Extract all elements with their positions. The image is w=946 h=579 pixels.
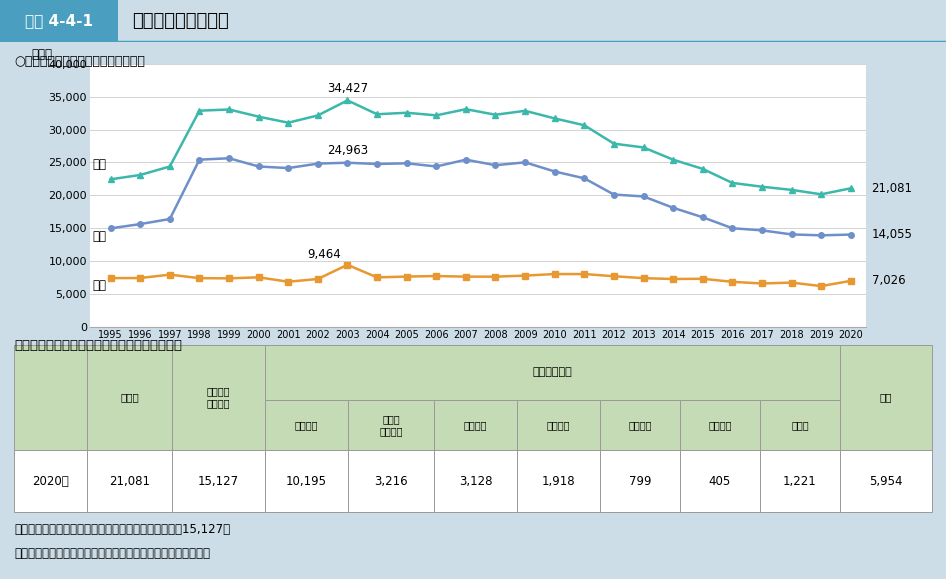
Text: 資料：警察庁「自殺統計」より厄生労働省自殺対策推進室作成: 資料：警察庁「自殺統計」より厄生労働省自殺対策推進室作成 — [14, 547, 210, 560]
Bar — [14, 345, 87, 450]
Text: 405: 405 — [709, 475, 731, 488]
Text: 家庭問題: 家庭問題 — [464, 420, 487, 430]
Bar — [517, 400, 600, 450]
Text: 自殺の原因・動機　原因・動機は３つまで計上: 自殺の原因・動機 原因・動機は３つまで計上 — [14, 339, 183, 351]
Text: 21,081: 21,081 — [871, 182, 913, 195]
Bar — [760, 450, 840, 512]
Bar — [265, 345, 840, 400]
Text: 7,026: 7,026 — [871, 274, 905, 287]
Bar — [434, 450, 517, 512]
Text: 総数: 総数 — [93, 159, 107, 171]
Bar — [840, 450, 932, 512]
Text: 原因・動機特定者とは自殺者数から不詳を引いたもの15,127人: 原因・動機特定者とは自殺者数から不詳を引いたもの15,127人 — [14, 523, 230, 536]
Bar — [517, 450, 600, 512]
Text: （人）: （人） — [32, 48, 53, 61]
Bar — [265, 400, 348, 450]
Bar — [0, 0, 118, 42]
Bar — [265, 450, 348, 512]
Text: 799: 799 — [629, 475, 651, 488]
Text: 1,221: 1,221 — [783, 475, 817, 488]
Text: 原因・動
機特定者: 原因・動 機特定者 — [207, 387, 231, 408]
Text: 男女問題: 男女問題 — [628, 420, 652, 430]
Bar — [680, 400, 760, 450]
Text: 自殺者数の年次推移: 自殺者数の年次推移 — [132, 12, 229, 30]
Text: その他: その他 — [791, 420, 809, 430]
Text: 経済・
生活問題: 経済・ 生活問題 — [379, 415, 403, 436]
Bar — [14, 450, 87, 512]
Text: 34,427: 34,427 — [327, 82, 368, 95]
Text: 女性: 女性 — [93, 280, 107, 292]
Text: 原因・動機別: 原因・動機別 — [533, 367, 572, 377]
Bar — [172, 345, 265, 450]
Text: 2020年: 2020年 — [32, 475, 69, 488]
Bar — [348, 450, 434, 512]
Bar — [348, 400, 434, 450]
Bar — [840, 345, 932, 450]
Text: 15,127: 15,127 — [198, 475, 239, 488]
Text: 1,918: 1,918 — [542, 475, 575, 488]
Text: 9,464: 9,464 — [307, 248, 341, 261]
Bar — [87, 450, 172, 512]
Text: （年）: （年） — [871, 348, 891, 358]
Text: 図表 4-4-1: 図表 4-4-1 — [26, 13, 93, 28]
Text: 21,081: 21,081 — [110, 475, 150, 488]
Bar — [434, 400, 517, 450]
Bar — [172, 450, 265, 512]
Text: 3,128: 3,128 — [459, 475, 492, 488]
Text: 健康問題: 健康問題 — [295, 420, 318, 430]
Text: 男性: 男性 — [93, 230, 107, 243]
Text: 勤務問題: 勤務問題 — [547, 420, 570, 430]
Text: 14,055: 14,055 — [871, 228, 912, 241]
Text: 10,195: 10,195 — [286, 475, 327, 488]
Text: 3,216: 3,216 — [375, 475, 408, 488]
Text: 5,954: 5,954 — [869, 475, 902, 488]
Bar — [87, 345, 172, 450]
Bar — [680, 450, 760, 512]
Text: ○自殺者数は１１年ぶりに増加した。: ○自殺者数は１１年ぶりに増加した。 — [14, 55, 145, 68]
Bar — [760, 400, 840, 450]
Text: 学校問題: 学校問題 — [709, 420, 731, 430]
Text: 不詳: 不詳 — [880, 393, 892, 402]
Bar — [600, 450, 680, 512]
Text: 24,963: 24,963 — [327, 144, 368, 157]
Text: 自殺者: 自殺者 — [120, 393, 139, 402]
Bar — [600, 400, 680, 450]
